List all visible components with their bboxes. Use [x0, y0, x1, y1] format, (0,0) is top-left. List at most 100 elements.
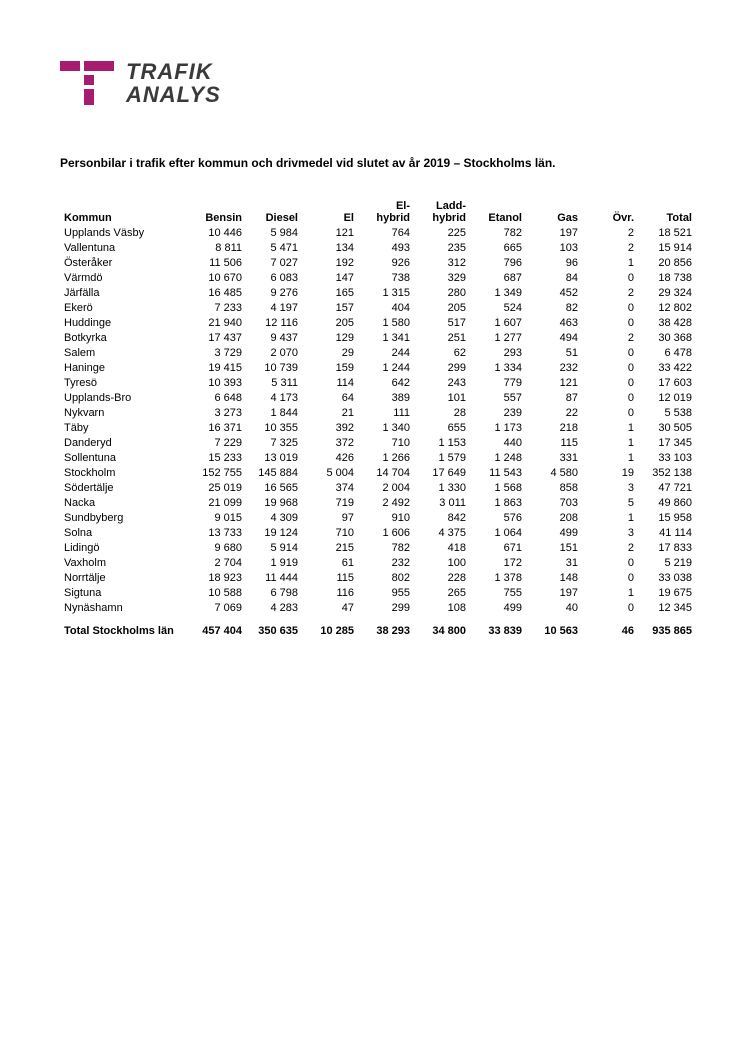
cell-value: 159	[302, 360, 358, 375]
cell-value: 147	[302, 270, 358, 285]
cell-value: 197	[526, 585, 582, 600]
page: TRAFIK ANALYS Personbilar i trafik efter…	[0, 0, 746, 1056]
cell-kommun: Solna	[60, 525, 190, 540]
col-header: El-hybrid	[358, 198, 414, 225]
cell-value: 1 349	[470, 285, 526, 300]
cell-value: 499	[526, 525, 582, 540]
cell-kommun: Ekerö	[60, 300, 190, 315]
cell-value: 7 229	[190, 435, 246, 450]
cell-value: 5 004	[302, 465, 358, 480]
cell-value: 9 437	[246, 330, 302, 345]
cell-kommun: Nynäshamn	[60, 600, 190, 615]
cell-value: 710	[302, 525, 358, 540]
cell-value: 33 103	[638, 450, 696, 465]
cell-value: 12 116	[246, 315, 302, 330]
cell-value: 3	[582, 480, 638, 495]
total-value: 33 839	[470, 615, 526, 639]
cell-value: 62	[414, 345, 470, 360]
cell-value: 517	[414, 315, 470, 330]
cell-value: 22	[526, 405, 582, 420]
cell-value: 7 027	[246, 255, 302, 270]
cell-value: 10 739	[246, 360, 302, 375]
cell-value: 796	[470, 255, 526, 270]
cell-value: 129	[302, 330, 358, 345]
cell-value: 82	[526, 300, 582, 315]
cell-value: 17 833	[638, 540, 696, 555]
page-title: Personbilar i trafik efter kommun och dr…	[60, 156, 686, 170]
cell-value: 426	[302, 450, 358, 465]
cell-value: 197	[526, 225, 582, 240]
cell-value: 5	[582, 495, 638, 510]
cell-value: 1 334	[470, 360, 526, 375]
table-row: Huddinge21 94012 1162051 5805171 6074630…	[60, 315, 696, 330]
cell-value: 665	[470, 240, 526, 255]
cell-value: 96	[526, 255, 582, 270]
cell-value: 243	[414, 375, 470, 390]
cell-kommun: Sigtuna	[60, 585, 190, 600]
cell-value: 232	[526, 360, 582, 375]
cell-value: 671	[470, 540, 526, 555]
cell-kommun: Danderyd	[60, 435, 190, 450]
cell-kommun: Botkyrka	[60, 330, 190, 345]
cell-value: 687	[470, 270, 526, 285]
cell-value: 0	[582, 390, 638, 405]
cell-value: 10 355	[246, 420, 302, 435]
cell-kommun: Salem	[60, 345, 190, 360]
cell-value: 755	[470, 585, 526, 600]
cell-value: 215	[302, 540, 358, 555]
cell-value: 0	[582, 300, 638, 315]
cell-value: 134	[302, 240, 358, 255]
cell-value: 87	[526, 390, 582, 405]
cell-value: 61	[302, 555, 358, 570]
cell-value: 51	[526, 345, 582, 360]
table-row: Österåker11 5067 02719292631279696120 85…	[60, 255, 696, 270]
logo-text: TRAFIK ANALYS	[126, 60, 221, 106]
col-header-kommun: Kommun	[60, 198, 190, 225]
cell-value: 15 958	[638, 510, 696, 525]
cell-value: 6 798	[246, 585, 302, 600]
data-table: KommunBensinDieselElEl-hybridLadd-hybrid…	[60, 198, 696, 639]
cell-value: 642	[358, 375, 414, 390]
cell-value: 779	[470, 375, 526, 390]
table-body: Upplands Väsby10 4465 984121764225782197…	[60, 225, 696, 639]
cell-value: 157	[302, 300, 358, 315]
cell-value: 2	[582, 285, 638, 300]
cell-value: 7 233	[190, 300, 246, 315]
cell-value: 29 324	[638, 285, 696, 300]
table-row: Södertälje25 01916 5653742 0041 3301 568…	[60, 480, 696, 495]
cell-kommun: Upplands-Bro	[60, 390, 190, 405]
cell-value: 8 811	[190, 240, 246, 255]
cell-value: 19 675	[638, 585, 696, 600]
col-header: Bensin	[190, 198, 246, 225]
cell-value: 374	[302, 480, 358, 495]
cell-value: 4 173	[246, 390, 302, 405]
cell-value: 910	[358, 510, 414, 525]
cell-value: 172	[470, 555, 526, 570]
cell-value: 6 478	[638, 345, 696, 360]
total-value: 46	[582, 615, 638, 639]
cell-value: 101	[414, 390, 470, 405]
cell-value: 1 173	[470, 420, 526, 435]
cell-value: 0	[582, 375, 638, 390]
table-row: Värmdö10 6706 08314773832968784018 738	[60, 270, 696, 285]
total-value: 935 865	[638, 615, 696, 639]
table-row: Solna13 73319 1247101 6064 3751 06449934…	[60, 525, 696, 540]
cell-value: 1 378	[470, 570, 526, 585]
cell-value: 192	[302, 255, 358, 270]
cell-value: 114	[302, 375, 358, 390]
cell-value: 12 345	[638, 600, 696, 615]
cell-value: 1 341	[358, 330, 414, 345]
col-header: El	[302, 198, 358, 225]
cell-value: 152 755	[190, 465, 246, 480]
table-row: Danderyd7 2297 3253727101 153440115117 3…	[60, 435, 696, 450]
cell-value: 208	[526, 510, 582, 525]
col-header: Gas	[526, 198, 582, 225]
cell-value: 10 588	[190, 585, 246, 600]
table-total-row: Total Stockholms län457 404350 63510 285…	[60, 615, 696, 639]
cell-kommun: Österåker	[60, 255, 190, 270]
cell-value: 0	[582, 345, 638, 360]
table-row: Sollentuna15 23313 0194261 2661 5791 248…	[60, 450, 696, 465]
total-value: 10 285	[302, 615, 358, 639]
cell-value: 0	[582, 315, 638, 330]
cell-value: 47	[302, 600, 358, 615]
